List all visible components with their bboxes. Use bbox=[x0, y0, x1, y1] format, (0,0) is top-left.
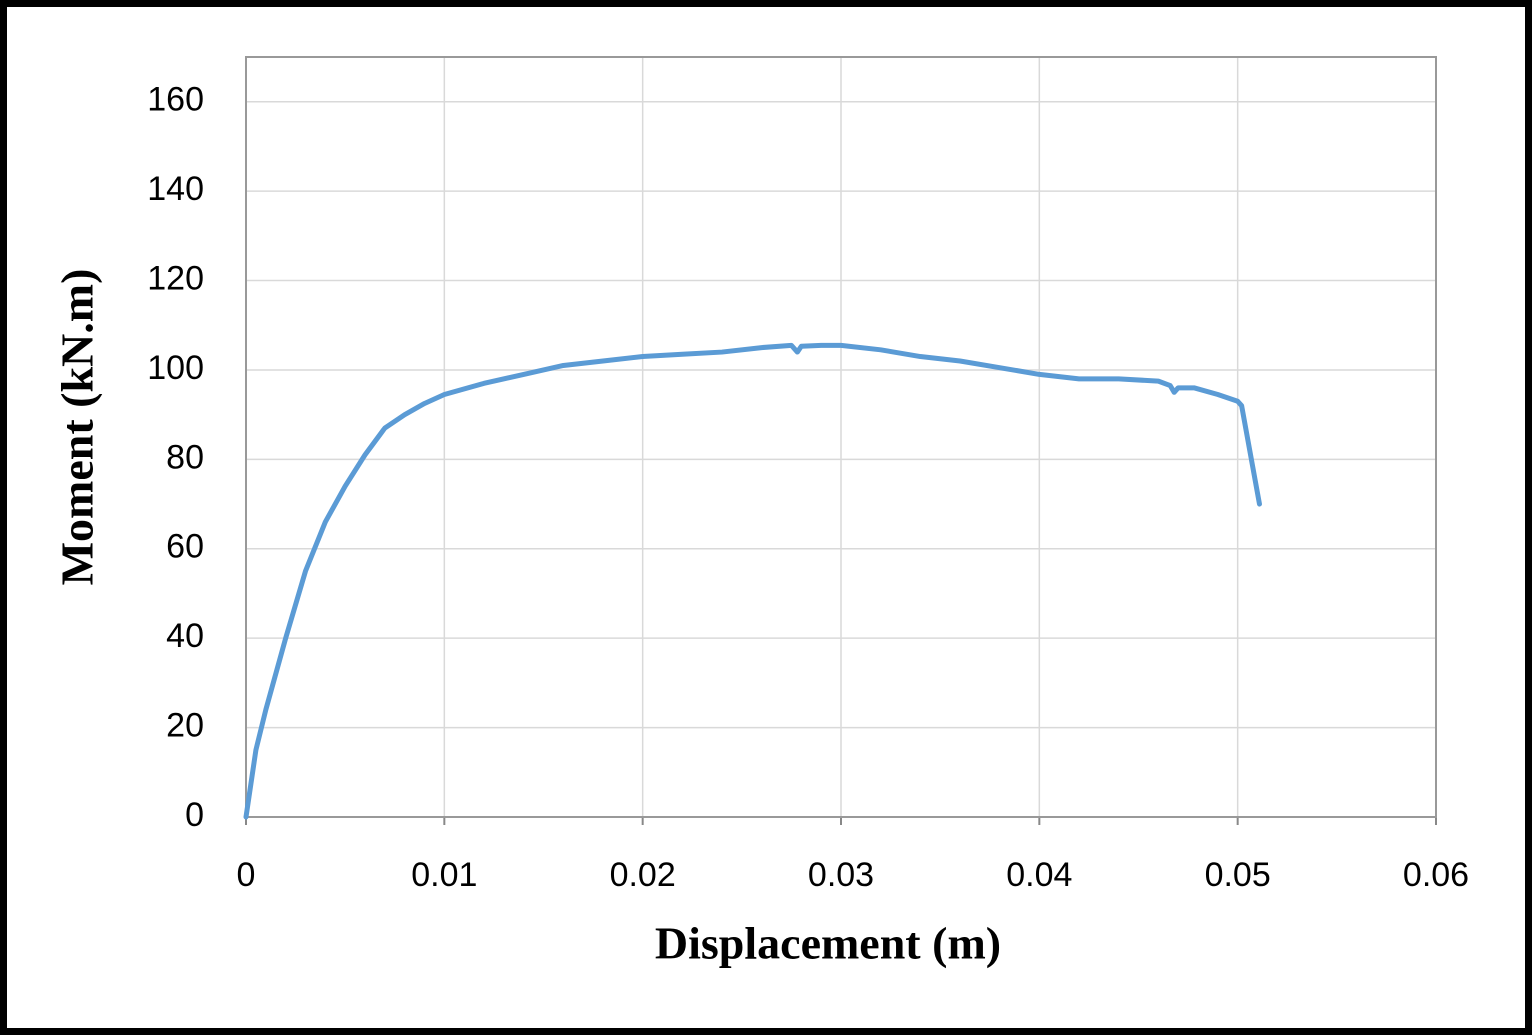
x-tick-label: 0.01 bbox=[411, 856, 477, 894]
y-tick-label: 0 bbox=[185, 796, 204, 834]
x-tick-label: 0.04 bbox=[1006, 856, 1072, 894]
data-line bbox=[243, 342, 1262, 820]
x-axis-title: Displacement (m) bbox=[655, 918, 1001, 969]
x-tick-label: 0.02 bbox=[610, 856, 676, 894]
y-tick-label: 60 bbox=[166, 528, 204, 566]
y-tick-label: 140 bbox=[147, 170, 204, 208]
y-tick-label: 20 bbox=[166, 707, 204, 745]
y-axis-title: Moment (kN.m) bbox=[52, 269, 103, 586]
y-tick-label: 120 bbox=[147, 260, 204, 298]
y-tick-label: 160 bbox=[147, 81, 204, 119]
x-tick-label: 0.06 bbox=[1403, 856, 1469, 894]
y-tick-label: 100 bbox=[147, 349, 204, 387]
x-tick-label: 0.03 bbox=[808, 856, 874, 894]
y-tick-label: 80 bbox=[166, 438, 204, 476]
x-tick-label: 0.05 bbox=[1205, 856, 1271, 894]
y-tick-label: 40 bbox=[166, 617, 204, 655]
x-tick-label: 0 bbox=[237, 856, 256, 894]
plot-area bbox=[245, 56, 1437, 818]
